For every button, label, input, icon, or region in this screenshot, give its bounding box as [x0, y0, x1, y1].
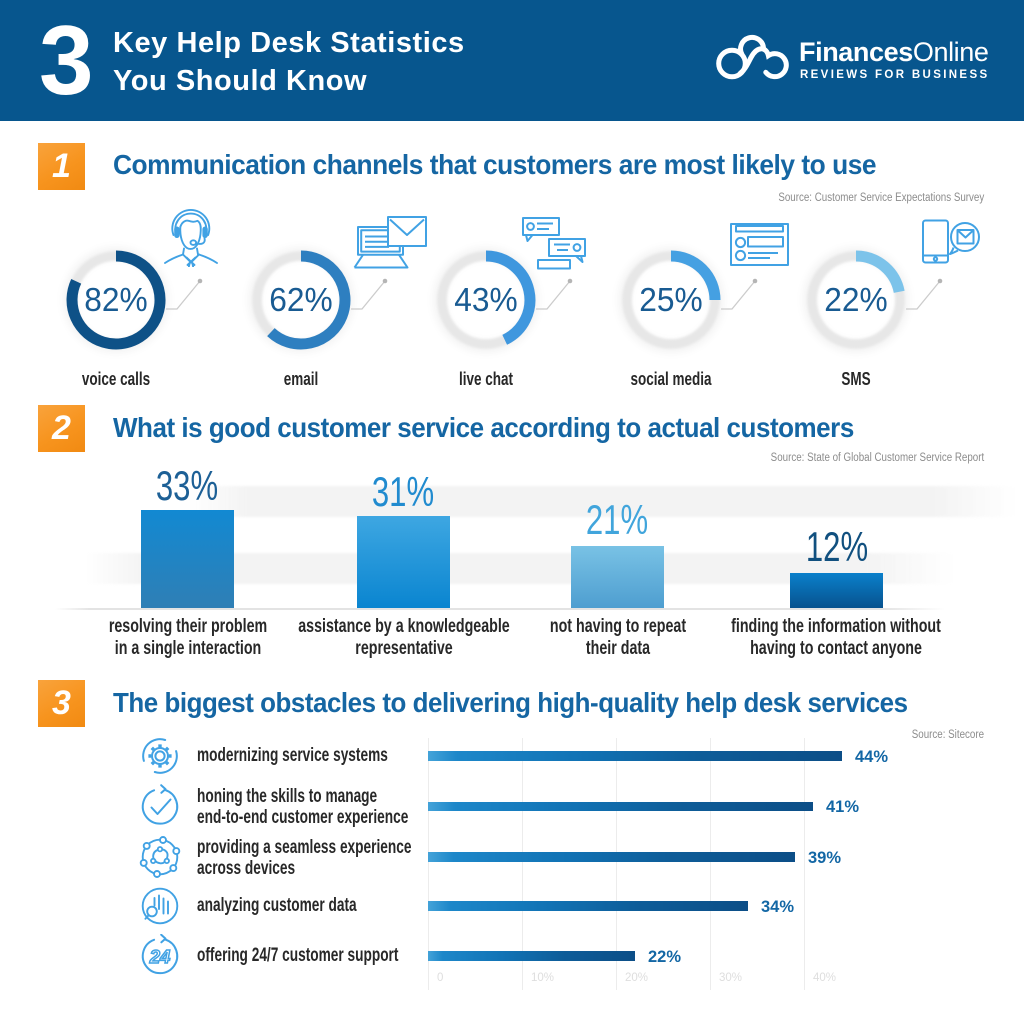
svg-text:24: 24: [149, 946, 171, 967]
